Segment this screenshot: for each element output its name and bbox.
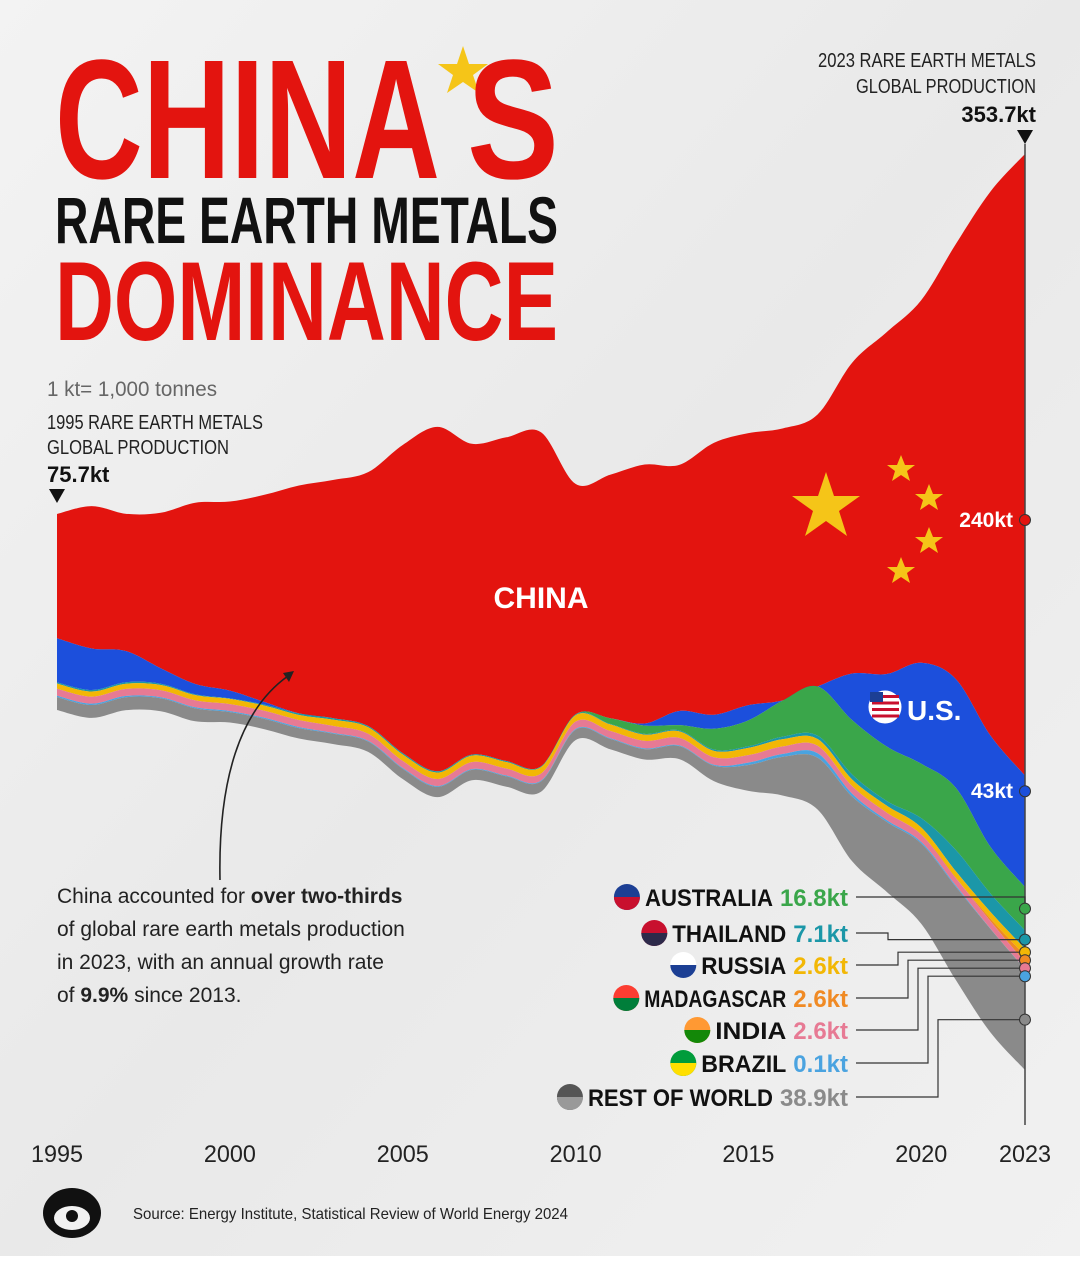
- end-dot: [1019, 933, 1031, 946]
- legend-value: 7.1kt: [793, 921, 848, 948]
- note-line: of 9.9% since 2013.: [57, 984, 241, 1007]
- area: [57, 696, 1025, 1071]
- note-arrow: [219, 675, 289, 881]
- area: [57, 153, 1025, 776]
- value-label: 240kt: [959, 509, 1013, 532]
- note-arrowhead: [283, 671, 294, 682]
- note-text: 9.9%: [80, 984, 128, 1007]
- legend-flag-part: [670, 1063, 697, 1076]
- legend-label: MADAGASCAR: [644, 986, 786, 1013]
- legend-value: 2.6kt: [793, 1018, 848, 1045]
- legend-value: 38.9kt: [780, 1085, 848, 1112]
- us-flag-canton: [870, 692, 883, 702]
- note-line: China accounted for over two-thirds: [57, 885, 402, 908]
- end-dot: [1019, 514, 1031, 526]
- note-text: of: [57, 984, 80, 1007]
- legend-flag-part: [613, 998, 640, 1012]
- note-text: China accounted for: [57, 885, 251, 908]
- series-label: U.S.: [907, 695, 961, 726]
- note-text: of global rare earth metals production: [57, 918, 405, 941]
- legend-label: INDIA: [715, 1018, 786, 1045]
- connector: [856, 951, 1025, 966]
- legend-label: RUSSIA: [701, 953, 786, 980]
- end-dot: [1019, 785, 1031, 798]
- legend-flag-part: [670, 965, 697, 979]
- series-label: CHINA: [494, 582, 589, 615]
- note-text: since 2013.: [128, 984, 241, 1007]
- end-dot: [1019, 970, 1031, 983]
- connector: [856, 967, 1025, 1031]
- start-annotation: GLOBAL PRODUCTION: [47, 437, 229, 459]
- x-tick-label: 2020: [895, 1141, 947, 1168]
- legend-label: AUSTRALIA: [645, 885, 773, 912]
- us-flag-stripe: [872, 708, 899, 711]
- note-text: over two-thirds: [251, 885, 403, 908]
- note-text: in 2023, with an annual growth rate: [57, 951, 384, 974]
- end-dot: [1019, 1013, 1031, 1026]
- end-annotation: GLOBAL PRODUCTION: [856, 76, 1036, 98]
- note: China accounted for over two-thirds of gl…: [57, 885, 405, 1007]
- x-tick-label: 1995: [31, 1141, 83, 1168]
- title-line3: DOMINANCE: [55, 239, 558, 364]
- title-line2: RARE EARTH METALS: [55, 183, 558, 257]
- start-marker: [49, 489, 65, 503]
- x-tick-label: 2023: [999, 1141, 1051, 1168]
- title-star: [438, 46, 488, 93]
- x-tick-label: 2010: [550, 1141, 602, 1168]
- title-line1: CHINA: [55, 25, 440, 215]
- start-total: 75.7kt: [47, 462, 110, 487]
- legend-flag-part: [556, 1097, 583, 1111]
- x-tick-label: 2005: [377, 1141, 429, 1168]
- x-tick-label: 2015: [722, 1141, 774, 1168]
- connector: [856, 959, 1025, 999]
- connector: [856, 975, 1025, 1064]
- legend-value: 16.8kt: [780, 885, 848, 912]
- us-flag-stripe: [872, 714, 899, 718]
- end-total: 353.7kt: [961, 102, 1036, 127]
- end-marker: [1017, 130, 1033, 144]
- legend-value: 2.6kt: [793, 986, 848, 1013]
- end-dot: [1019, 902, 1031, 915]
- note-line: in 2023, with an annual growth rate: [57, 951, 384, 974]
- title-line1-end: S: [467, 25, 559, 215]
- x-tick-label: 2000: [204, 1141, 256, 1168]
- connector: [856, 1019, 1025, 1098]
- legend-label: BRAZIL: [701, 1051, 786, 1078]
- note-line: of global rare earth metals production: [57, 918, 405, 941]
- stream-areas: [57, 153, 1025, 1071]
- us-flag-stripe: [872, 701, 899, 705]
- legend-label: REST OF WORLD: [588, 1085, 773, 1112]
- legend-flag-part: [613, 897, 640, 910]
- legend-value: 0.1kt: [793, 1051, 848, 1078]
- value-label: 43kt: [971, 780, 1013, 803]
- flag-stars: [792, 455, 943, 583]
- overlay: 1995 2000 2005 2010 2015 2020 2023 CHINA U.S. 240…: [31, 144, 1051, 1168]
- source: Source: Energy Institute, Statistical Re…: [133, 1206, 568, 1223]
- unit-note: 1 kt= 1,000 tonnes: [47, 378, 217, 401]
- start-annotation: 1995 RARE EARTH METALS: [47, 412, 263, 434]
- logo: [43, 1188, 101, 1238]
- legend-flag-part: [684, 1030, 711, 1043]
- legend-value: 2.6kt: [793, 953, 848, 980]
- end-annotation: 2023 RARE EARTH METALS: [818, 50, 1036, 72]
- legend-label: THAILAND: [672, 921, 786, 948]
- legend-flag-part: [641, 933, 668, 947]
- us-flag-stripe: [872, 695, 899, 698]
- connector: [856, 932, 1025, 941]
